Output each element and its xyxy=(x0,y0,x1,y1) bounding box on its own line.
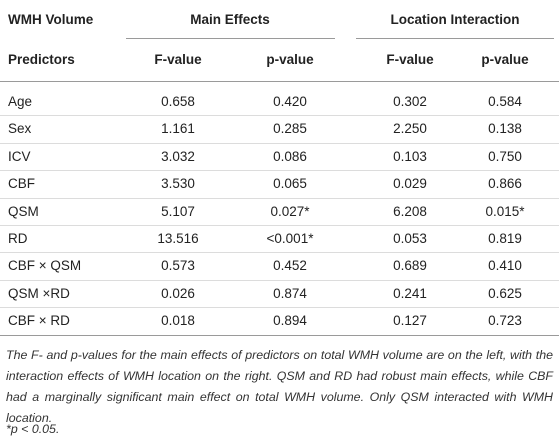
cell-value: 0.302 xyxy=(393,94,427,109)
cell-value: <0.001* xyxy=(266,231,314,246)
cell-value: 13.516 xyxy=(157,231,199,246)
cell-value: 0.138 xyxy=(488,121,522,137)
row-rule xyxy=(0,115,559,117)
cell-value: 0.573 xyxy=(161,258,195,274)
cell-value: 0.819 xyxy=(488,231,522,246)
row-rule xyxy=(0,170,559,172)
cell-value: 0.029 xyxy=(393,176,427,192)
table-note: The F- and p-values for the main effects… xyxy=(6,348,553,425)
cell-value: 1.161 xyxy=(161,121,195,137)
column-header: p-value xyxy=(266,52,314,67)
row-label: Age xyxy=(8,94,33,109)
cell-value: 0.658 xyxy=(161,94,195,109)
significance-note: *p < 0.05. xyxy=(6,422,60,436)
table-bottom-rule xyxy=(0,334,559,336)
cell-value: 0.689 xyxy=(393,258,427,274)
row-label: ICV xyxy=(8,148,31,164)
cell-value: 0.053 xyxy=(393,231,427,246)
cell-value: 0.065 xyxy=(273,176,307,192)
column-header: Predictors xyxy=(8,52,75,67)
column-header: F-value xyxy=(386,52,434,67)
group-header: WMH Volume xyxy=(8,12,94,27)
row-label: CBF × RD xyxy=(8,313,70,329)
cell-value: 0.241 xyxy=(393,285,427,301)
row-rule xyxy=(0,279,559,281)
row-rule xyxy=(0,307,559,309)
cell-value: 0.874 xyxy=(273,285,307,301)
group-rule xyxy=(356,38,554,39)
row-label: Sex xyxy=(8,121,32,137)
cell-value: 0.866 xyxy=(488,176,522,192)
row-label: QSM xyxy=(8,203,39,219)
row-rule xyxy=(0,197,559,199)
row-label: QSM ×RD xyxy=(8,285,70,301)
cell-value: 0.584 xyxy=(488,94,522,109)
cell-value: 3.530 xyxy=(161,176,195,192)
cell-value: 0.420 xyxy=(273,94,307,109)
cell-value: 2.250 xyxy=(393,121,427,137)
row-rule xyxy=(0,142,559,144)
cell-value: 0.086 xyxy=(273,148,307,164)
group-rule xyxy=(126,38,335,39)
header-rule xyxy=(0,81,559,82)
cell-value: 3.032 xyxy=(161,148,195,164)
column-header: p-value xyxy=(481,52,529,67)
cell-value: 0.452 xyxy=(273,258,307,274)
group-header: Main Effects xyxy=(190,12,270,27)
cell-value: 0.018 xyxy=(161,313,195,329)
group-header: Location Interaction xyxy=(390,12,520,27)
row-label: RD xyxy=(8,231,28,246)
cell-value: 0.027* xyxy=(270,203,310,219)
cell-value: 0.723 xyxy=(488,313,522,329)
cell-value: 6.208 xyxy=(393,203,427,219)
cell-value: 0.410 xyxy=(488,258,522,274)
row-label: CBF × QSM xyxy=(8,258,82,274)
cell-value: 0.750 xyxy=(488,148,522,164)
row-rule xyxy=(0,252,559,254)
cell-value: 0.015* xyxy=(485,203,525,219)
cell-value: 0.127 xyxy=(393,313,427,329)
cell-value: 5.107 xyxy=(161,203,195,219)
cell-value: 0.026 xyxy=(161,285,195,301)
cell-value: 0.894 xyxy=(273,313,307,329)
cell-value: 0.103 xyxy=(393,148,427,164)
column-header: F-value xyxy=(154,52,202,67)
row-rule xyxy=(0,225,559,226)
cell-value: 0.625 xyxy=(488,285,522,301)
row-label: CBF xyxy=(8,176,35,192)
cell-value: 0.285 xyxy=(273,121,307,137)
